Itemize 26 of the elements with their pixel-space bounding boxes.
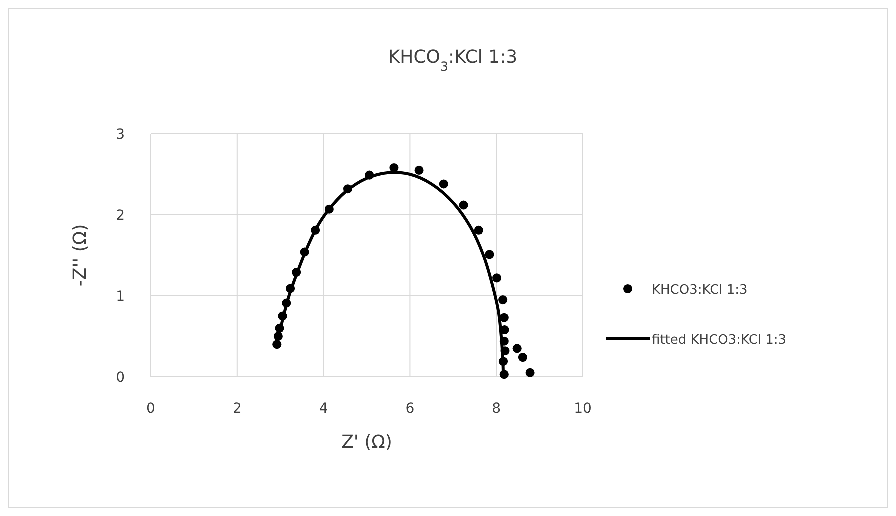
x-tick-label: 0 [146,401,156,417]
point [439,180,448,189]
x-tick-label: 2 [232,401,242,417]
y-axis-title: -Z'' (Ω) [70,224,91,287]
x-axis-title: Z' (Ω) [342,432,392,453]
x-tick-label: 6 [406,401,415,417]
x-tick-label: 4 [319,401,328,417]
x-tick-label: 10 [574,401,592,417]
point [474,226,484,235]
x-tick-label: 8 [492,401,502,417]
y-tick-label: 0 [116,370,125,386]
point [485,250,494,260]
y-tick-label: 2 [116,208,125,224]
legend-label: KHCO3:KCl 1:3 [652,283,748,298]
point [459,200,468,210]
chart-title: KHCO$_{3}$:KCl 1:3 [388,47,518,74]
y-tick-label: 3 [116,127,125,143]
point [498,296,508,305]
point [414,166,424,175]
legend-label: fitted KHCO3:KCl 1:3 [652,333,787,348]
point [500,313,509,322]
point [512,344,522,354]
point [518,353,528,362]
point [526,368,535,378]
y-tick-label: 1 [116,289,125,305]
point [492,274,502,283]
